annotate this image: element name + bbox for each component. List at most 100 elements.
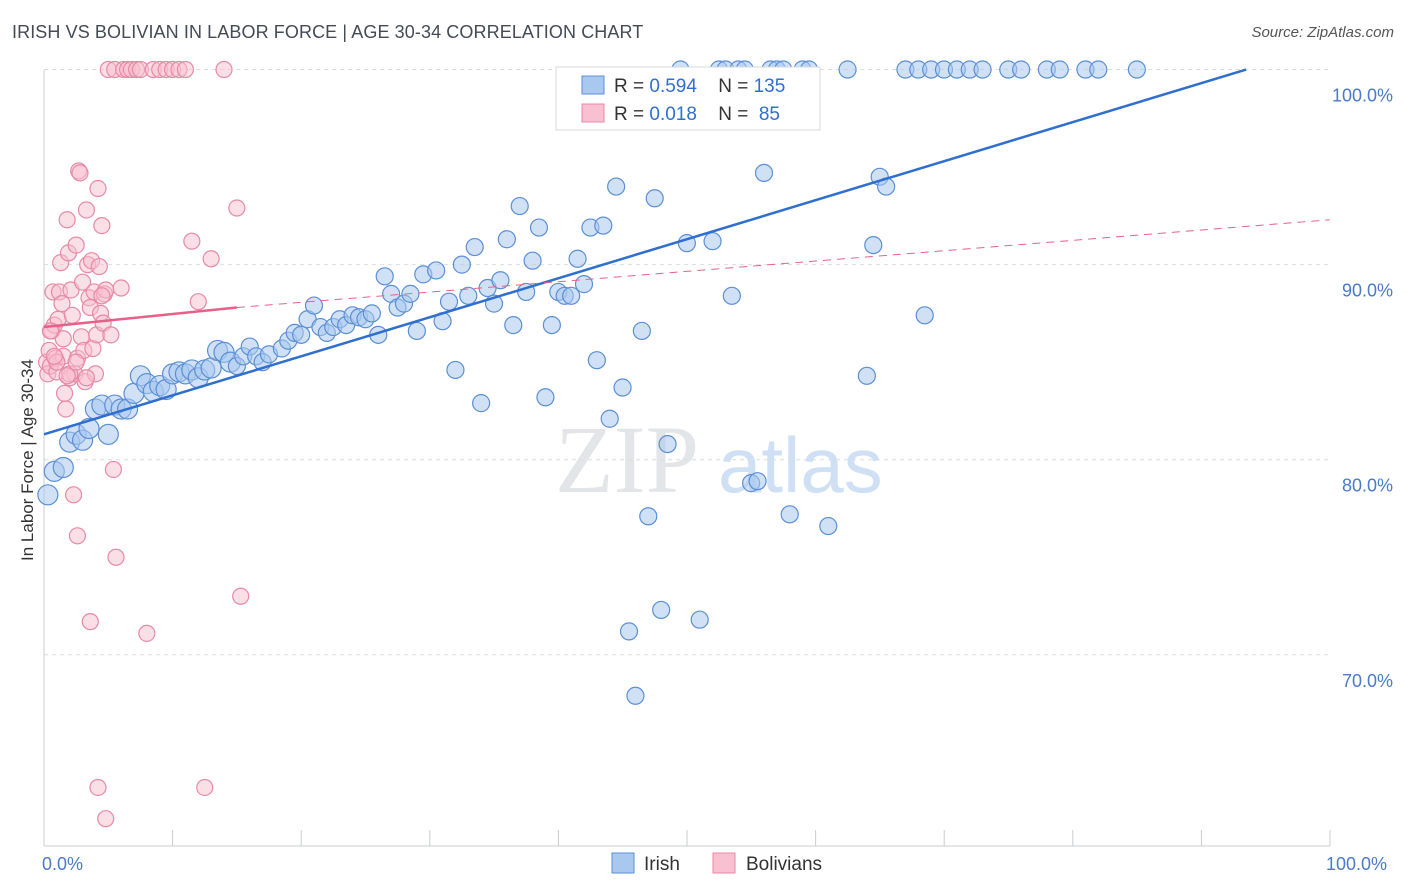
bolivian-point-40 — [89, 179, 107, 198]
legend-bottom-bolivian-label: Bolivians — [746, 854, 822, 875]
irish-point-90 — [632, 321, 651, 341]
irish-point-115 — [838, 60, 857, 79]
bolivian-point-74 — [89, 778, 107, 797]
irish-point-98 — [690, 610, 709, 629]
bolivian-point-77 — [54, 330, 72, 348]
irish-point-49 — [362, 304, 381, 323]
irish-point-106 — [748, 472, 767, 491]
bolivian-trend-line — [43, 306, 237, 329]
legend-bolivian-n-value: 85 — [754, 104, 780, 125]
bolivian-point-73 — [81, 613, 99, 631]
legend-bolivian-n-label: N = — [718, 104, 753, 125]
irish-point-0 — [37, 484, 59, 506]
bolivian-point-71 — [232, 587, 250, 605]
irish-point-81 — [574, 275, 594, 294]
y-tick-label-0: 70.0% — [1342, 671, 1393, 691]
bolivian-point-70 — [228, 199, 246, 217]
bolivian-point-51 — [107, 548, 125, 566]
bolivian-point-23 — [67, 236, 85, 254]
irish-point-68 — [491, 271, 510, 290]
irish-point-61 — [446, 360, 465, 380]
svg-text:R = 0.018 N =: R = 0.018 N = 85 — [614, 104, 780, 125]
legend-irish-r-value: 0.594 — [649, 76, 697, 97]
bolivian-point-12 — [53, 295, 71, 313]
irish-point-69 — [497, 230, 516, 249]
legend-bottom-irish-label: Irish — [644, 854, 680, 875]
irish-point-74 — [529, 218, 549, 237]
irish-point-129 — [1012, 60, 1031, 79]
irish-point-116 — [857, 366, 876, 385]
irish-point-76 — [542, 315, 561, 335]
bolivian-point-69 — [215, 60, 233, 79]
bolivian-point-21 — [64, 486, 83, 504]
bolivian-point-28 — [73, 273, 92, 291]
trend-lines — [43, 68, 1330, 436]
irish-point-51 — [375, 267, 394, 286]
irish-point-60 — [439, 292, 459, 311]
bolivian-point-43 — [93, 216, 111, 235]
irish-point-73 — [523, 251, 542, 270]
irish-point-79 — [562, 286, 581, 305]
irish-point-111 — [780, 505, 799, 524]
bolivian-point-58 — [138, 624, 156, 642]
legend-top: R = 0.594 N = 135 R = 0.018 N = 85 — [555, 66, 821, 131]
irish-point-9 — [97, 423, 119, 445]
irish-point-38 — [292, 325, 311, 344]
watermark-atlas: atlas — [718, 421, 883, 509]
bolivian-point-75 — [97, 810, 115, 828]
bolivian-point-26 — [71, 164, 89, 182]
irish-point-70 — [504, 315, 523, 335]
bolivian-point-84 — [45, 347, 63, 365]
y-tick-labels: 70.0% 80.0% 90.0% 100.0% — [1332, 86, 1393, 691]
bolivian-point-72 — [68, 527, 87, 545]
irish-point-94 — [658, 434, 677, 454]
legend-bottom-irish-swatch — [611, 852, 635, 874]
bolivian-point-14 — [55, 384, 74, 402]
irish-point-107 — [754, 163, 774, 183]
legend-bottom: Irish Bolivians — [611, 852, 822, 875]
irish-point-117 — [864, 235, 883, 255]
bolivian-point-64 — [176, 60, 195, 79]
y-tick-label-2: 90.0% — [1342, 281, 1393, 301]
irish-point-58 — [427, 261, 446, 280]
irish-point-92 — [645, 189, 664, 208]
irish-point-88 — [619, 622, 639, 641]
irish-point-83 — [587, 351, 606, 370]
irish-point-133 — [1089, 60, 1108, 79]
irish-point-91 — [639, 507, 658, 526]
irish-point-114 — [819, 516, 838, 536]
bolivian-point-68 — [202, 250, 220, 268]
bolivian-point-15 — [57, 400, 75, 418]
irish-points — [37, 60, 1146, 705]
bolivian-point-67 — [196, 778, 214, 797]
irish-point-71 — [510, 196, 529, 216]
irish-point-134 — [1127, 60, 1146, 79]
svg-text:R = 0.594 N =: R = 0.594 N = 135 — [614, 76, 785, 97]
legend-bolivian-r-label: R = — [614, 104, 649, 125]
bolivian-point-41 — [90, 257, 108, 276]
x-tick-label-right: 100.0% — [1326, 854, 1387, 874]
irish-point-80 — [568, 249, 587, 268]
bolivian-point-79 — [67, 353, 85, 371]
bolivian-point-81 — [58, 367, 76, 385]
irish-point-84 — [594, 216, 613, 235]
bolivian-point-65 — [183, 232, 201, 250]
irish-point-40 — [304, 296, 324, 315]
irish-point-65 — [472, 394, 491, 413]
irish-point-122 — [915, 306, 934, 325]
legend-irish-r-label: R = — [614, 76, 649, 97]
legend-bolivian-swatch — [581, 103, 605, 123]
bolivian-point-52 — [112, 279, 130, 297]
y-tick-label-1: 80.0% — [1342, 476, 1393, 496]
bolivian-point-48 — [102, 326, 120, 344]
irish-point-75 — [536, 388, 555, 407]
watermark-zip: ZIP — [555, 406, 699, 513]
bolivian-point-16 — [58, 211, 76, 229]
bolivian-point-31 — [77, 201, 96, 219]
irish-trend-line — [43, 68, 1247, 436]
irish-point-2 — [52, 456, 74, 479]
legend-bolivian-r-value: 0.018 — [649, 104, 697, 125]
irish-point-99 — [703, 232, 722, 251]
legend-irish-n-value: 135 — [754, 76, 786, 97]
